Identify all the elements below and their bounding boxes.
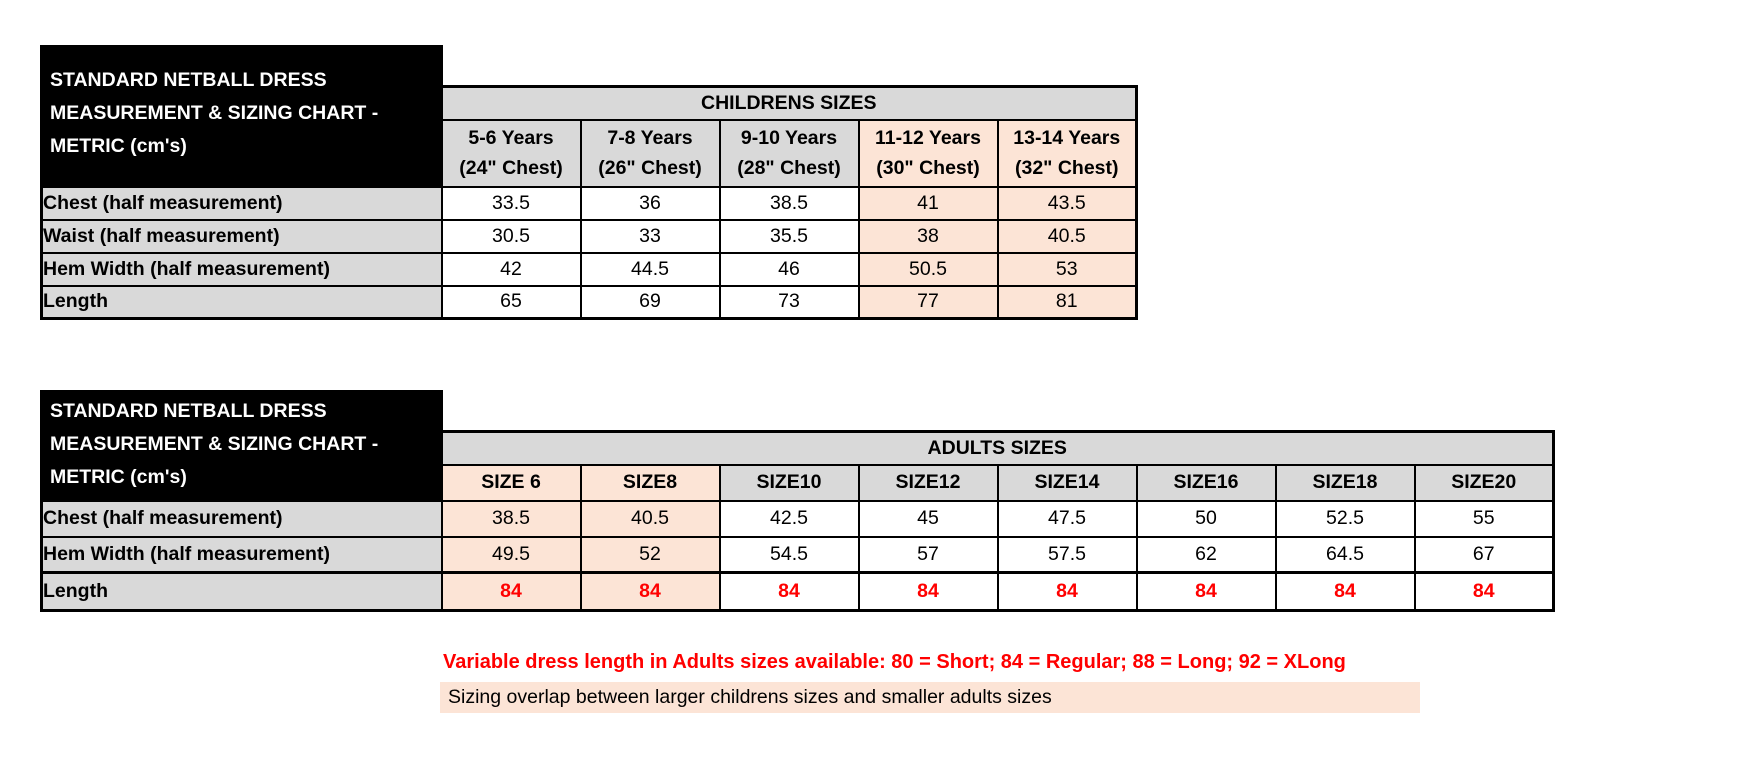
value-cell: 69 <box>579 284 721 320</box>
title-line: MEASUREMENT & SIZING CHART - <box>50 102 379 124</box>
value-cell: 65 <box>440 284 582 320</box>
adults-size-table: STANDARD NETBALL DRESS MEASUREMENT & SIZ… <box>40 390 1555 612</box>
row-label-cell: Hem Width (half measurement) <box>40 251 443 287</box>
childrens-table-title: STANDARD NETBALL DRESS MEASUREMENT & SIZ… <box>40 45 443 186</box>
col-header-cell: 13-14 Years (32" Chest) <box>996 118 1138 188</box>
table-row: Length 65 69 73 77 81 <box>40 284 1138 320</box>
value-cell: 67 <box>1413 535 1555 574</box>
value-cell: 41 <box>857 185 999 221</box>
column-header-row: 5-6 Years (24" Chest) 7-8 Years (26" Che… <box>42 118 1138 188</box>
row-label-cell: Waist (half measurement) <box>40 218 443 254</box>
value-cell: 30.5 <box>440 218 582 254</box>
childrens-size-table: STANDARD NETBALL DRESS MEASUREMENT & SIZ… <box>40 45 1138 320</box>
adults-table-grid: ADULTS SIZES SIZE 6 SIZE8 SIZE10 SIZE12 … <box>40 430 1555 612</box>
value-cell: 77 <box>857 284 999 320</box>
row-label-cell: Chest (half measurement) <box>40 185 443 221</box>
note-variable-length: Variable dress length in Adults sizes av… <box>443 651 1346 673</box>
value-cell: 84 <box>1274 571 1416 612</box>
col-header-cell: SIZE20 <box>1413 463 1555 502</box>
value-cell: 52 <box>579 535 721 574</box>
col-header-cell: 9-10 Years (28" Chest) <box>718 118 860 188</box>
col-header-cell: SIZE 6 <box>440 463 582 502</box>
value-cell: 40.5 <box>996 218 1138 254</box>
value-cell: 84 <box>996 571 1138 612</box>
title-line: METRIC (cm's) <box>50 466 187 488</box>
value-cell: 84 <box>1135 571 1277 612</box>
value-cell: 49.5 <box>440 535 582 574</box>
col-header-cell: 7-8 Years (26" Chest) <box>579 118 721 188</box>
adults-table-title: STANDARD NETBALL DRESS MEASUREMENT & SIZ… <box>40 390 443 501</box>
col-header-cell: SIZE16 <box>1135 463 1277 502</box>
title-line: STANDARD NETBALL DRESS <box>50 400 327 422</box>
value-cell: 33 <box>579 218 721 254</box>
value-cell: 42 <box>440 251 582 287</box>
value-cell: 38 <box>857 218 999 254</box>
value-cell: 84 <box>857 571 999 612</box>
note-sizing-overlap: Sizing overlap between larger childrens … <box>440 682 1420 713</box>
value-cell: 84 <box>579 571 721 612</box>
value-cell: 38.5 <box>440 499 582 538</box>
col-header-cell: 11-12 Years (30" Chest) <box>857 118 999 188</box>
title-line: MEASUREMENT & SIZING CHART - <box>50 433 379 455</box>
table-row: Length 84 84 84 84 84 84 84 84 <box>40 571 1555 612</box>
col-header-cell: SIZE8 <box>579 463 721 502</box>
title-line: METRIC (cm's) <box>50 135 187 157</box>
value-cell: 73 <box>718 284 860 320</box>
value-cell: 43.5 <box>996 185 1138 221</box>
row-label-cell: Chest (half measurement) <box>40 499 443 538</box>
table-row: Hem Width (half measurement) 49.5 52 54.… <box>40 535 1555 574</box>
childrens-sizes-header: CHILDRENS SIZES <box>440 85 1138 121</box>
value-cell: 47.5 <box>996 499 1138 538</box>
table-row: Hem Width (half measurement) 42 44.5 46 … <box>40 251 1138 287</box>
row-label-cell: Length <box>40 284 443 320</box>
value-cell: 53 <box>996 251 1138 287</box>
value-cell: 55 <box>1413 499 1555 538</box>
col-header-cell: SIZE12 <box>857 463 999 502</box>
col-header-cell: SIZE18 <box>1274 463 1416 502</box>
adults-sizes-header: ADULTS SIZES <box>440 430 1555 466</box>
childrens-table-grid: CHILDRENS SIZES 5-6 Years (24" Chest) 7-… <box>40 85 1138 320</box>
value-cell: 57 <box>857 535 999 574</box>
value-cell: 50 <box>1135 499 1277 538</box>
value-cell: 50.5 <box>857 251 999 287</box>
value-cell: 42.5 <box>718 499 860 538</box>
value-cell: 62 <box>1135 535 1277 574</box>
row-label-cell: Length <box>40 571 443 612</box>
value-cell: 38.5 <box>718 185 860 221</box>
table-row: Chest (half measurement) 33.5 36 38.5 41… <box>40 185 1138 221</box>
table-row: Waist (half measurement) 30.5 33 35.5 38… <box>40 218 1138 254</box>
col-header-cell: SIZE10 <box>718 463 860 502</box>
value-cell: 84 <box>440 571 582 612</box>
value-cell: 36 <box>579 185 721 221</box>
col-header-cell: 5-6 Years (24" Chest) <box>440 118 582 188</box>
title-line: STANDARD NETBALL DRESS <box>50 69 327 91</box>
value-cell: 44.5 <box>579 251 721 287</box>
value-cell: 84 <box>718 571 860 612</box>
value-cell: 46 <box>718 251 860 287</box>
row-label-cell: Hem Width (half measurement) <box>40 535 443 574</box>
value-cell: 57.5 <box>996 535 1138 574</box>
value-cell: 81 <box>996 284 1138 320</box>
value-cell: 40.5 <box>579 499 721 538</box>
table-row: Chest (half measurement) 38.5 40.5 42.5 … <box>40 499 1555 538</box>
value-cell: 35.5 <box>718 218 860 254</box>
value-cell: 54.5 <box>718 535 860 574</box>
value-cell: 64.5 <box>1274 535 1416 574</box>
col-header-cell: SIZE14 <box>996 463 1138 502</box>
value-cell: 33.5 <box>440 185 582 221</box>
value-cell: 45 <box>857 499 999 538</box>
column-header-row: SIZE 6 SIZE8 SIZE10 SIZE12 SIZE14 SIZE16… <box>42 463 1555 502</box>
value-cell: 84 <box>1413 571 1555 612</box>
value-cell: 52.5 <box>1274 499 1416 538</box>
